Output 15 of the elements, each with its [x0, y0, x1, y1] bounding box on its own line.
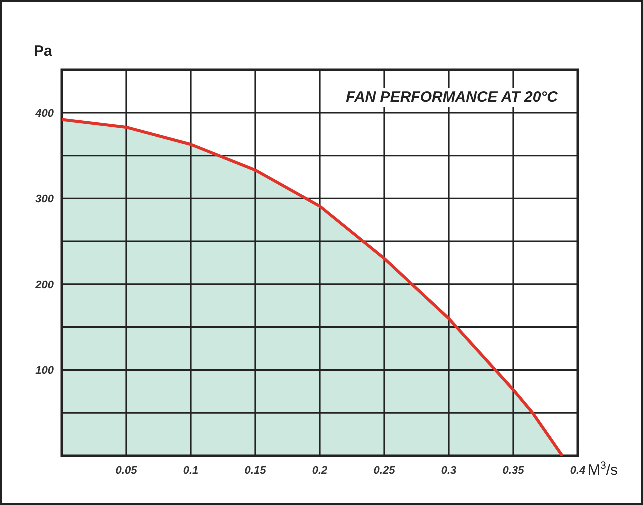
x-tick-label: 0.35 — [502, 465, 526, 477]
y-tick-label: 300 — [36, 194, 55, 206]
x-tick-label: 0.25 — [374, 465, 396, 477]
y-axis-title: Pa — [34, 43, 54, 60]
x-tick-label: 0.15 — [244, 465, 268, 477]
x-tick-label: 0.05 — [116, 465, 138, 477]
x-axis-title: M$^{3}$/s — [588, 460, 618, 479]
y-tick-label: 400 — [34, 108, 55, 120]
y-tick-label: 100 — [36, 365, 55, 378]
y-tick-label: 200 — [34, 279, 55, 292]
x-tick-label: 0.3 — [441, 465, 457, 477]
text: FAN PERFORMANCE AT 20°C — [346, 89, 560, 106]
x-tick-label: 0.2 — [312, 465, 328, 477]
x-tick-label: 0.4 — [570, 465, 586, 477]
x-tick-label: 0.1 — [183, 465, 199, 477]
